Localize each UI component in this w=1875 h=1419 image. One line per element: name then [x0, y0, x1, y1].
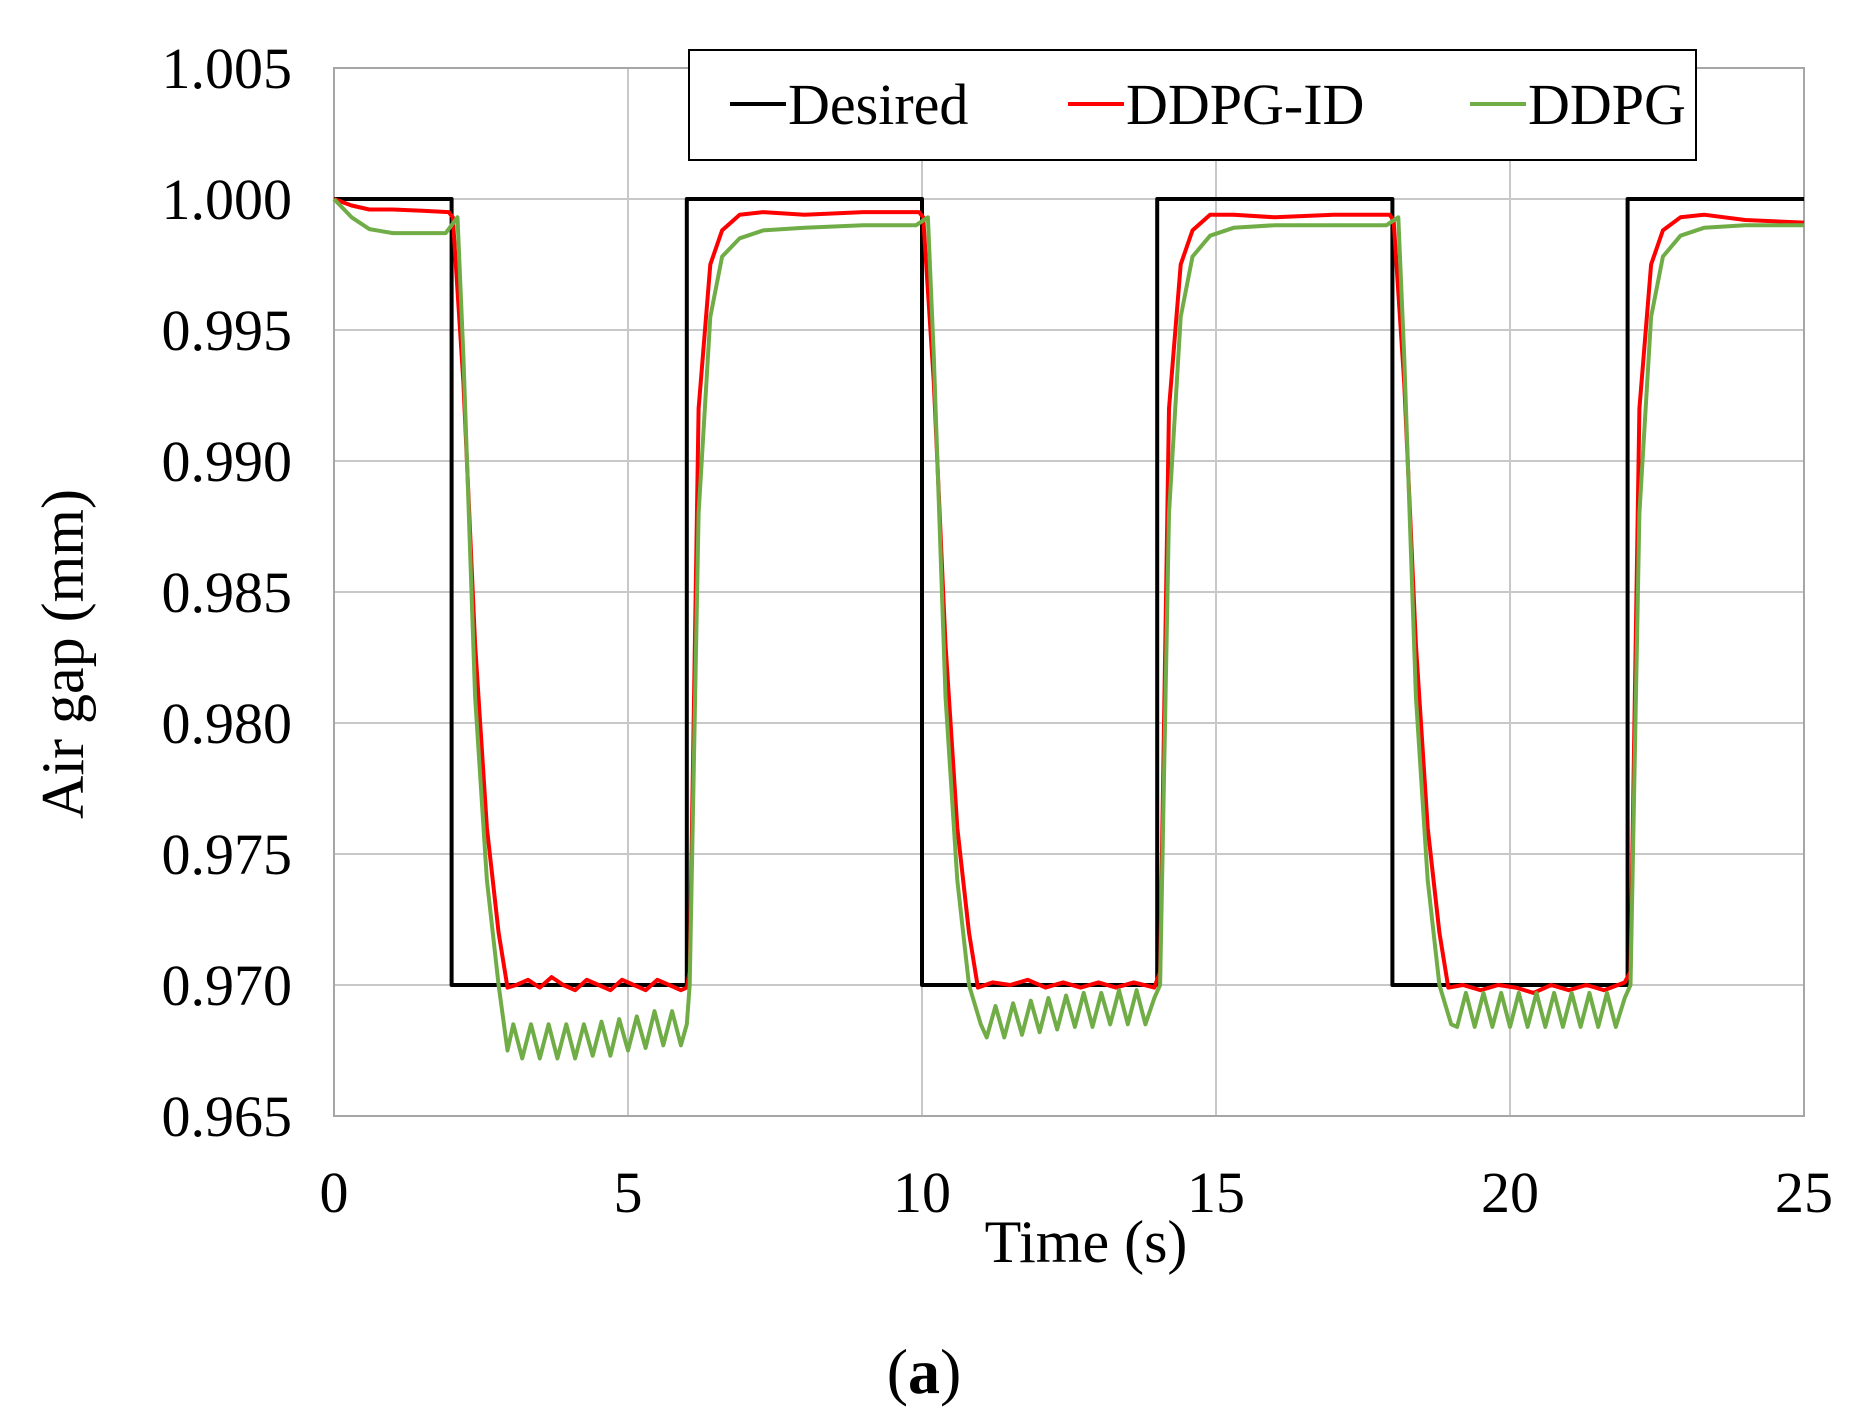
y-tick-label: 0.990 — [162, 429, 293, 494]
panel-label: (a) — [887, 1336, 962, 1407]
y-tick-label: 0.985 — [162, 560, 293, 625]
y-tick-label: 0.970 — [162, 953, 293, 1018]
series-line-ddpg — [332, 197, 1804, 1061]
panel-label-letter: a — [908, 1336, 940, 1407]
y-tick-label: 1.000 — [162, 167, 293, 232]
y-tick-label: 0.995 — [162, 298, 293, 363]
legend-label-ddpg: DDPG — [1528, 72, 1686, 137]
series-line-ddpg-id — [333, 197, 1805, 995]
x-tick-label: 20 — [1481, 1160, 1539, 1225]
x-tick-label: 25 — [1775, 1160, 1833, 1225]
x-tick-label: 10 — [893, 1160, 951, 1225]
legend-box — [688, 49, 1697, 161]
legend: Desired DDPG-ID DDPG — [688, 49, 1697, 161]
x-tick-label: 0 — [320, 1160, 349, 1225]
y-tick-label: 0.975 — [162, 822, 293, 887]
x-axis-ticks: 0 5 10 15 20 25 — [320, 1160, 1834, 1225]
series-group — [332, 197, 1805, 1061]
y-tick-label: 1.005 — [162, 36, 293, 101]
x-tick-label: 5 — [614, 1160, 643, 1225]
panel-label-open: ( — [887, 1336, 908, 1407]
legend-label-ddpg-id: DDPG-ID — [1126, 72, 1364, 137]
x-tick-label: 15 — [1187, 1160, 1245, 1225]
y-axis-title: Air gap (mm) — [30, 489, 96, 819]
y-tick-label: 0.980 — [162, 691, 293, 756]
y-axis-ticks: 0.965 0.970 0.975 0.980 0.985 0.990 0.995 1.000… — [162, 36, 293, 1149]
legend-label-desired: Desired — [788, 72, 968, 137]
x-axis-title: Time (s) — [985, 1209, 1188, 1275]
panel-label-close: ) — [940, 1336, 961, 1407]
y-tick-label: 0.965 — [162, 1084, 293, 1149]
